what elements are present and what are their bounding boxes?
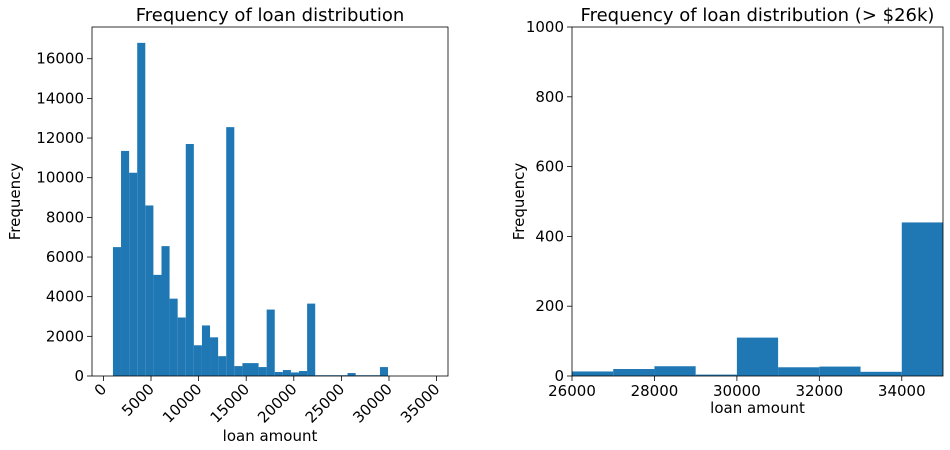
histogram-bar — [901, 222, 943, 376]
y-tick-label: 600 — [535, 158, 564, 176]
histogram-bar — [121, 150, 130, 376]
histogram-bar — [129, 172, 138, 376]
histogram-bar — [161, 246, 170, 376]
chart-title: Frequency of loan distribution (> $26k) — [581, 5, 935, 26]
histogram-bar — [145, 205, 154, 376]
x-tick-label: 26000 — [548, 382, 596, 400]
x-tick-label: 20000 — [254, 380, 300, 426]
y-tick-label: 4000 — [46, 288, 84, 306]
y-tick-label: 400 — [535, 227, 564, 245]
histogram-bar — [234, 366, 243, 376]
histogram-bar — [379, 367, 389, 376]
histogram-bar — [695, 374, 737, 376]
histogram-bar — [218, 356, 227, 376]
histogram-bar — [137, 42, 146, 377]
x-tick-label: 30000 — [713, 382, 761, 400]
x-tick-label: 30000 — [349, 380, 395, 426]
histogram-bar — [307, 303, 316, 376]
y-axis-label: Frequency — [6, 163, 24, 241]
histogram-bar — [185, 143, 194, 376]
histogram-bar — [250, 363, 259, 376]
histogram-bar — [274, 372, 283, 376]
x-axis-label: loan amount — [223, 427, 318, 445]
x-axis-label: loan amount — [710, 399, 805, 417]
y-tick-label: 0 — [74, 367, 84, 385]
y-tick-label: 0 — [554, 367, 564, 385]
x-tick-label: 35000 — [397, 380, 443, 426]
plot-frame — [571, 26, 944, 377]
histogram-bar — [266, 309, 275, 376]
histogram-bar — [201, 325, 211, 376]
y-tick-label: 14000 — [36, 89, 84, 107]
y-tick-label: 2000 — [46, 327, 84, 345]
histogram-bar — [736, 337, 779, 376]
histogram-bar — [778, 367, 820, 376]
histogram-bar — [282, 370, 291, 376]
chart-2: 26000 28000 30000 32000 34000 0 200 400 600 800 10… — [510, 5, 944, 417]
chart-1: 0 5000 10000 15000 20000 25000 30000 3500002000… — [6, 5, 449, 445]
x-tick-label: 32000 — [795, 382, 843, 400]
histogram-bar — [860, 371, 902, 376]
histogram-bar — [112, 247, 122, 376]
histogram-bar — [347, 373, 356, 376]
x-tick-label: 10000 — [159, 380, 205, 426]
histogram-bar — [572, 371, 614, 376]
y-tick-label: 12000 — [36, 129, 84, 147]
x-tick-label: 15000 — [207, 380, 253, 426]
y-tick-label: 1000 — [526, 18, 564, 36]
x-tick-label: 5000 — [118, 380, 158, 420]
y-tick-label: 800 — [535, 88, 564, 106]
y-tick-label: 16000 — [36, 50, 84, 68]
histogram-bar — [210, 337, 219, 376]
plot-frame — [91, 26, 449, 377]
histogram-bar — [654, 366, 696, 376]
histogram-bar — [290, 372, 300, 376]
histogram-bar — [613, 369, 655, 376]
histogram-bar — [193, 345, 202, 376]
histogram-bar — [258, 367, 267, 376]
y-tick-label: 10000 — [36, 169, 84, 187]
x-tick-label: 28000 — [631, 382, 679, 400]
histogram-bar — [177, 317, 186, 376]
histogram-bar — [153, 274, 162, 376]
histogram-bar — [169, 298, 178, 376]
histogram-bar — [226, 127, 235, 376]
x-tick-label: 34000 — [878, 382, 926, 400]
y-tick-label: 8000 — [46, 208, 84, 226]
histogram-bar — [299, 371, 308, 376]
chart-title: Frequency of loan distribution — [136, 5, 405, 26]
y-tick-label: 6000 — [46, 248, 84, 266]
histogram-bar — [242, 363, 251, 376]
histogram-bar — [819, 366, 861, 376]
x-tick-label: 0 — [91, 380, 110, 399]
y-tick-label: 200 — [535, 297, 564, 315]
y-axis-label: Frequency — [510, 163, 528, 241]
x-tick-label: 25000 — [302, 380, 348, 426]
